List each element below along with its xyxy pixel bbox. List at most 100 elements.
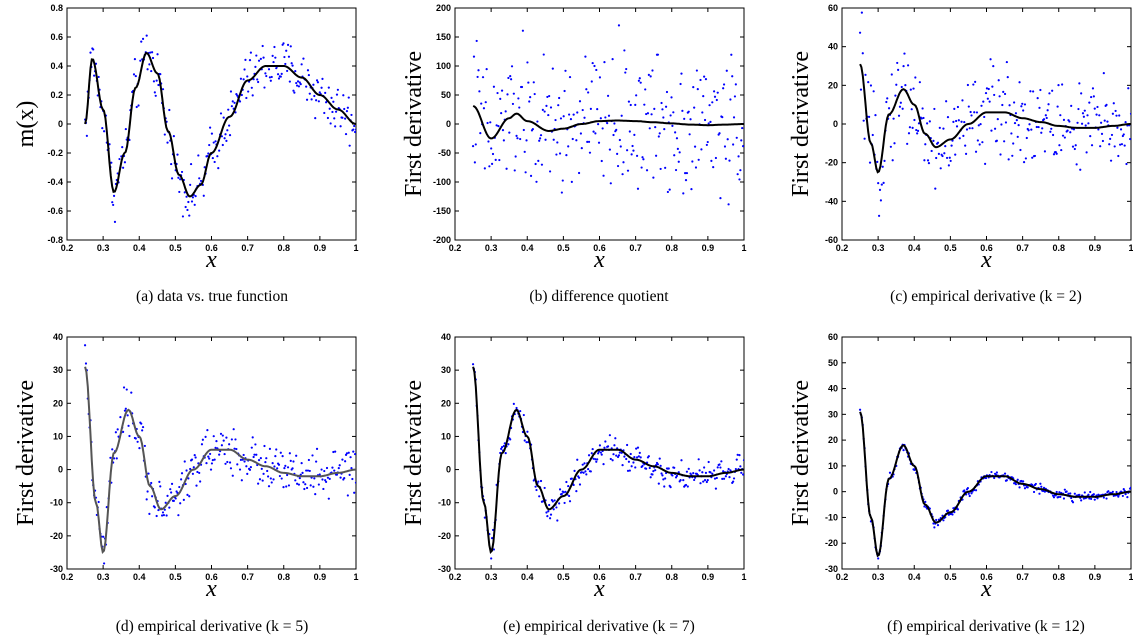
scatter-point bbox=[572, 113, 575, 116]
scatter-point bbox=[300, 63, 303, 66]
scatter-point bbox=[508, 131, 511, 134]
scatter-point bbox=[611, 58, 614, 61]
scatter-point bbox=[520, 85, 524, 89]
scatter-point bbox=[1129, 112, 1131, 115]
scatter-point bbox=[742, 458, 744, 462]
scatter-point bbox=[650, 113, 653, 116]
y-tick-label: 30 bbox=[53, 365, 63, 375]
scatter-point bbox=[1037, 125, 1040, 129]
y-tick-label: -60 bbox=[825, 235, 838, 245]
scatter-point bbox=[191, 472, 194, 475]
scatter-point bbox=[585, 88, 588, 91]
scatter-point bbox=[1078, 82, 1081, 85]
scatter-point bbox=[278, 474, 281, 478]
scatter-point bbox=[130, 391, 133, 394]
scatter-point bbox=[730, 53, 733, 56]
scatter-point bbox=[488, 165, 491, 168]
scatter-point bbox=[711, 472, 714, 475]
scatter-point bbox=[286, 473, 289, 477]
scatter-point bbox=[679, 82, 682, 86]
x-tick-label: 0.2 bbox=[836, 572, 849, 582]
scatter-point bbox=[955, 119, 958, 123]
scatter-point bbox=[596, 108, 599, 111]
scatter-point bbox=[1030, 128, 1033, 131]
scatter-point bbox=[928, 120, 931, 123]
scatter-point bbox=[660, 472, 663, 475]
scatter-point bbox=[1011, 154, 1014, 157]
scatter-point bbox=[1016, 478, 1019, 481]
scatter-point bbox=[1077, 107, 1080, 111]
plot-area bbox=[471, 24, 744, 206]
scatter-point bbox=[1080, 92, 1083, 95]
scatter-point bbox=[969, 110, 972, 114]
x-tick-label: 0.8 bbox=[277, 572, 290, 582]
scatter-point bbox=[889, 145, 892, 148]
scatter-point bbox=[595, 68, 598, 72]
scatter-point bbox=[112, 203, 115, 207]
scatter-point bbox=[265, 74, 268, 78]
scatter-point bbox=[1046, 109, 1049, 112]
scatter-point bbox=[498, 158, 501, 162]
scatter-point bbox=[347, 96, 350, 99]
scatter-point bbox=[1003, 472, 1007, 475]
scatter-point bbox=[568, 75, 572, 79]
scatter-point bbox=[645, 112, 648, 116]
scatter-point bbox=[1010, 132, 1013, 135]
scatter-point bbox=[534, 485, 537, 488]
scatter-point bbox=[497, 125, 500, 128]
scatter-point bbox=[1111, 112, 1114, 115]
scatter-point bbox=[951, 513, 954, 516]
scatter-point bbox=[647, 455, 650, 458]
scatter-point bbox=[890, 73, 893, 76]
scatter-point bbox=[509, 438, 512, 441]
y-tick-label: -200 bbox=[433, 235, 451, 245]
scatter-point bbox=[1115, 490, 1118, 494]
scatter-point bbox=[581, 108, 584, 112]
scatter-point bbox=[615, 128, 618, 131]
scatter-point bbox=[1051, 494, 1055, 497]
x-tick-label: 0.7 bbox=[629, 243, 642, 253]
scatter-point bbox=[548, 517, 552, 520]
x-tick-label: 0.7 bbox=[629, 572, 642, 582]
scatter-point bbox=[570, 180, 573, 184]
scatter-point bbox=[136, 440, 139, 443]
scatter-point bbox=[618, 451, 621, 454]
scatter-point bbox=[1085, 151, 1088, 154]
scatter-point bbox=[526, 430, 529, 433]
scatter-point bbox=[662, 478, 665, 481]
scatter-point bbox=[352, 450, 355, 453]
scatter-point bbox=[592, 457, 595, 460]
scatter-point bbox=[306, 469, 310, 472]
scatter-point bbox=[204, 435, 207, 439]
y-tick-label: 150 bbox=[436, 32, 451, 42]
scatter-point bbox=[665, 90, 669, 94]
scatter-point bbox=[1048, 92, 1051, 95]
scatter-point bbox=[675, 137, 679, 140]
scatter-point bbox=[1025, 136, 1028, 140]
scatter-point bbox=[525, 139, 528, 142]
scatter-point bbox=[518, 106, 521, 109]
scatter-point bbox=[1052, 496, 1056, 499]
scatter-point bbox=[524, 171, 527, 174]
scatter-point bbox=[942, 127, 945, 130]
scatter-point bbox=[188, 495, 191, 498]
scatter-point bbox=[877, 214, 881, 217]
true-function-curve bbox=[84, 366, 356, 555]
scatter-point bbox=[716, 91, 719, 94]
scatter-point bbox=[143, 444, 146, 448]
scatter-point bbox=[228, 124, 231, 127]
scatter-point bbox=[179, 178, 182, 181]
scatter-point bbox=[305, 469, 308, 472]
scatter-point bbox=[862, 119, 865, 122]
scatter-point bbox=[956, 508, 960, 511]
scatter-point bbox=[597, 122, 600, 126]
scatter-point bbox=[901, 107, 904, 110]
scatter-point bbox=[222, 116, 225, 119]
scatter-point bbox=[270, 75, 273, 79]
scatter-point bbox=[253, 453, 256, 456]
scatter-point bbox=[917, 122, 921, 125]
scatter-point bbox=[507, 76, 510, 80]
x-tick-label: 0.6 bbox=[205, 572, 218, 582]
scatter-point bbox=[267, 485, 271, 488]
